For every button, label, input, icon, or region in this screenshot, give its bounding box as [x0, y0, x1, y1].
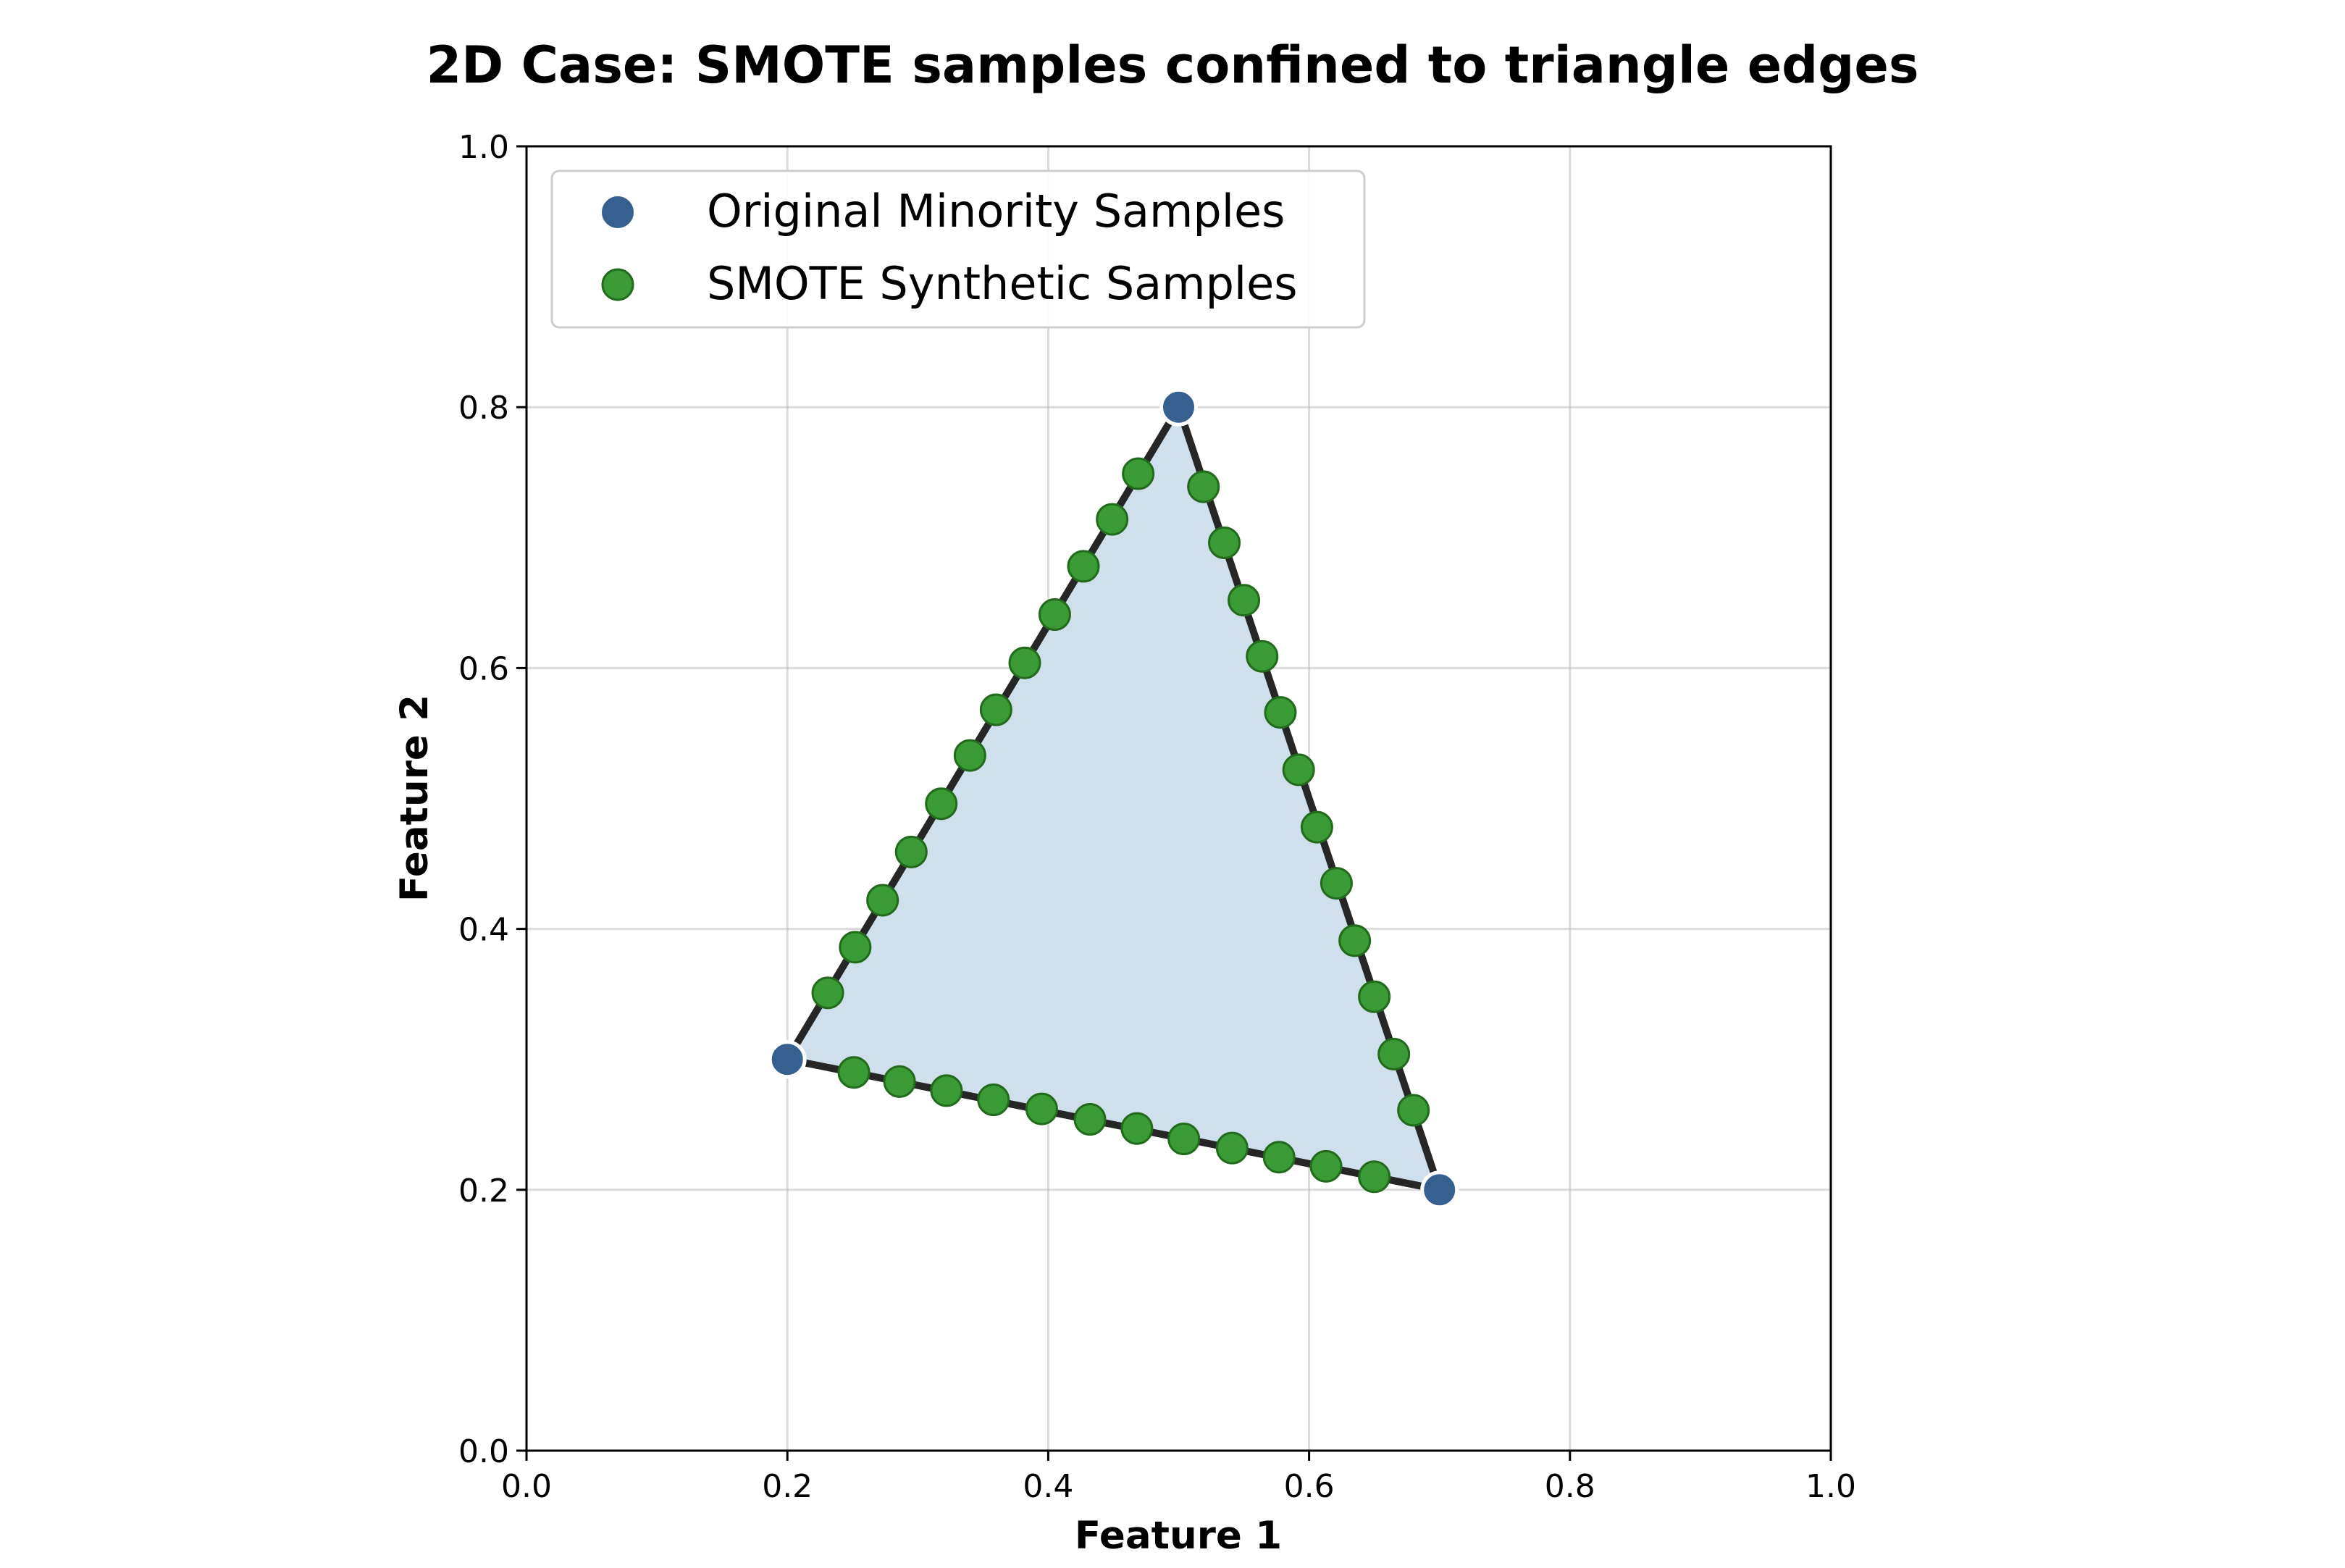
smote-point-25 [883, 1065, 916, 1098]
smote-point-19 [1320, 867, 1353, 900]
legend-box [550, 169, 1366, 329]
smote-point-33 [1262, 1141, 1296, 1174]
y-tick-label-5: 1.0 [458, 129, 509, 166]
x-tick-label-3: 0.6 [1284, 1468, 1335, 1505]
triangle-layer [784, 403, 1443, 1194]
smote-point-23 [1397, 1094, 1430, 1127]
plot-frame [525, 145, 1832, 1452]
smote-point-4 [925, 787, 958, 821]
original-point-0 [768, 1040, 807, 1079]
x-tick-label-2: 0.4 [1023, 1468, 1073, 1505]
smote-point-3 [894, 835, 928, 868]
smote-point-2 [866, 884, 899, 917]
smote-point-9 [1067, 550, 1100, 583]
smote-point-1 [839, 931, 872, 964]
x-tick-label-0: 0.0 [501, 1468, 552, 1505]
y-axis-label: Feature 2 [393, 695, 437, 902]
smote-point-0 [811, 976, 844, 1010]
y-tick-label-3: 0.6 [458, 650, 509, 687]
smote-point-8 [1038, 598, 1071, 632]
triangle-fill [787, 407, 1440, 1190]
x-tick-label-5: 1.0 [1805, 1468, 1856, 1505]
x-ticks: 0.0 0.2 0.4 0.6 0.8 1.0 [501, 1451, 1856, 1505]
smote-point-11 [1122, 457, 1155, 490]
smote-point-12 [1187, 470, 1220, 503]
smote-point-18 [1300, 810, 1333, 844]
legend-marker-original [599, 193, 637, 231]
smote-point-22 [1377, 1037, 1411, 1070]
original-point-2 [1420, 1170, 1459, 1209]
original-point-1 [1159, 387, 1198, 427]
x-tick-label-1: 0.2 [762, 1468, 813, 1505]
smote-point-7 [1008, 646, 1041, 679]
y-tick-label-2: 0.4 [458, 912, 509, 949]
y-ticks: 0.0 0.2 0.4 0.6 0.8 1.0 [458, 129, 527, 1470]
x-axis-label: Feature 1 [1075, 1514, 1282, 1558]
smote-point-17 [1282, 753, 1315, 787]
smote-point-16 [1264, 696, 1297, 729]
smote-point-29 [1073, 1103, 1107, 1136]
smote-point-35 [1358, 1160, 1391, 1194]
smote-point-34 [1309, 1149, 1343, 1183]
smote-point-5 [953, 739, 986, 772]
legend-label-original: Original Minority Samples [707, 185, 1285, 238]
smote-point-20 [1338, 924, 1372, 957]
smote-point-32 [1215, 1131, 1249, 1165]
smote-point-6 [979, 693, 1012, 726]
smote-point-13 [1208, 527, 1241, 560]
points-layer [768, 387, 1459, 1209]
smote-point-31 [1167, 1123, 1201, 1156]
legend-label-smote: SMOTE Synthetic Samples [707, 257, 1298, 310]
smote-point-30 [1120, 1112, 1154, 1145]
chart-title: 2D Case: SMOTE samples confined to trian… [426, 35, 1918, 95]
smote-point-10 [1096, 503, 1129, 536]
smote-point-24 [837, 1056, 871, 1089]
smote-point-21 [1358, 980, 1391, 1013]
smote-point-27 [977, 1083, 1010, 1117]
smote-point-26 [930, 1074, 963, 1107]
triangle-edges [784, 403, 1443, 1194]
smote-point-15 [1246, 640, 1279, 673]
smote-point-28 [1025, 1092, 1058, 1125]
legend-marker-smote [601, 268, 634, 301]
smote-point-14 [1228, 584, 1261, 617]
x-tick-label-4: 0.8 [1545, 1468, 1595, 1505]
y-tick-label-4: 0.8 [458, 390, 509, 427]
legend: Original Minority Samples SMOTE Syntheti… [550, 169, 1366, 329]
y-tick-label-0: 0.0 [458, 1433, 509, 1470]
y-tick-label-1: 0.2 [458, 1173, 509, 1209]
